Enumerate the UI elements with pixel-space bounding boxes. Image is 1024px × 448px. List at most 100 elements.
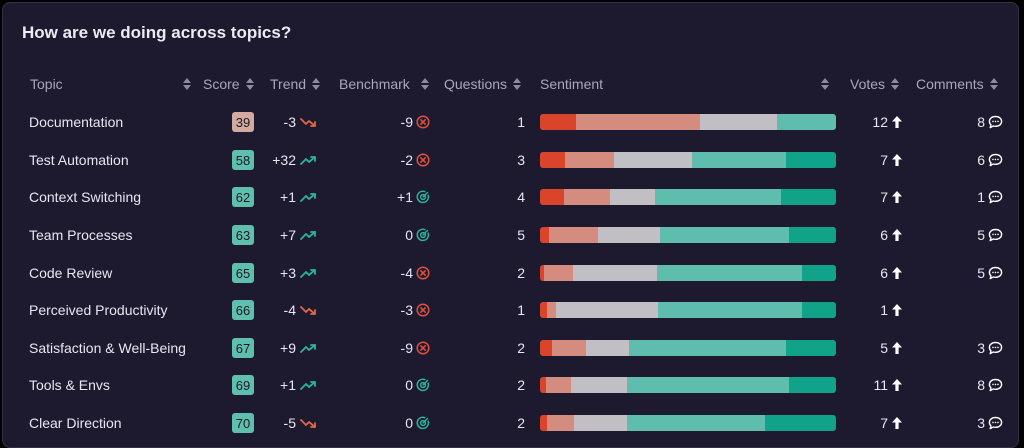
benchmark-cell: -9 <box>383 103 430 141</box>
votes-cell[interactable]: 5 <box>853 329 903 367</box>
votes-count: 1 <box>880 302 888 318</box>
column-header-benchmark[interactable]: Benchmark <box>339 75 430 93</box>
topic-name[interactable]: Code Review <box>29 265 113 281</box>
trend-cell: +32 <box>265 141 317 179</box>
sentiment-bar[interactable] <box>540 377 836 393</box>
benchmark-cell: 0 <box>383 404 430 442</box>
column-header-sentiment[interactable]: Sentiment <box>540 75 830 93</box>
sentiment-segment <box>658 302 802 318</box>
topic-name[interactable]: Test Automation <box>29 152 129 168</box>
votes-cell[interactable]: 7 <box>853 404 903 442</box>
questions-count: 2 <box>517 340 525 356</box>
sentiment-bar[interactable] <box>540 114 836 130</box>
column-header-label: Votes <box>850 76 886 92</box>
table-row[interactable]: Perceived Productivity 66 -4 -3 1 1 <box>3 291 1020 329</box>
topic-name[interactable]: Context Switching <box>29 189 142 205</box>
sentiment-bar[interactable] <box>540 415 836 431</box>
topic-name[interactable]: Team Processes <box>29 227 133 243</box>
table-row[interactable]: Team Processes 63 +7 0 5 6 5 <box>3 216 1020 254</box>
benchmark-value: 0 <box>405 227 413 243</box>
votes-cell[interactable]: 6 <box>853 216 903 254</box>
benchmark-cell: -4 <box>383 254 430 292</box>
votes-cell[interactable]: 1 <box>853 291 903 329</box>
benchmark-value: -4 <box>400 265 413 281</box>
arrow-up-icon <box>888 378 903 392</box>
column-header-score[interactable]: Score <box>203 75 255 93</box>
score-badge: 67 <box>232 338 254 358</box>
trend-down-icon <box>296 418 317 429</box>
sentiment-bar[interactable] <box>540 340 836 356</box>
comments-cell[interactable]: 3 <box>953 329 1003 367</box>
arrow-up-icon <box>888 341 903 355</box>
trend-cell: -3 <box>265 103 317 141</box>
sentiment-segment <box>556 302 659 318</box>
trend-cell: +3 <box>265 254 317 292</box>
trend-cell: +7 <box>265 216 317 254</box>
sentiment-segment <box>627 377 789 393</box>
table-row[interactable]: Satisfaction & Well-Being 67 +9 -9 2 5 3 <box>3 329 1020 367</box>
sentiment-segment <box>540 227 549 243</box>
comments-cell[interactable]: 6 <box>953 141 1003 179</box>
sentiment-bar[interactable] <box>540 227 836 243</box>
sentiment-bar[interactable] <box>540 302 836 318</box>
votes-cell[interactable]: 11 <box>853 366 903 404</box>
table-row[interactable]: Context Switching 62 +1 +1 4 7 1 <box>3 178 1020 216</box>
votes-cell[interactable]: 6 <box>853 254 903 292</box>
questions-count: 5 <box>517 227 525 243</box>
topic-name[interactable]: Tools & Envs <box>29 377 110 393</box>
questions-count: 2 <box>517 377 525 393</box>
comments-cell[interactable]: 3 <box>953 404 1003 442</box>
sentiment-segment <box>585 340 629 356</box>
comment-icon <box>985 378 1003 392</box>
benchmark-cell: -9 <box>383 329 430 367</box>
column-header-votes[interactable]: Votes <box>850 75 900 93</box>
votes-cell[interactable]: 7 <box>853 178 903 216</box>
topic-name[interactable]: Clear Direction <box>29 415 122 431</box>
comments-cell[interactable]: 5 <box>953 216 1003 254</box>
circle-x-icon <box>413 303 430 317</box>
comments-cell[interactable]: 8 <box>953 366 1003 404</box>
sentiment-segment <box>609 189 656 205</box>
votes-cell[interactable]: 12 <box>853 103 903 141</box>
comments-cell[interactable]: 1 <box>953 178 1003 216</box>
trend-cell: -4 <box>265 291 317 329</box>
table-row[interactable]: Code Review 65 +3 -4 2 6 5 <box>3 254 1020 292</box>
sentiment-segment <box>540 302 548 318</box>
arrow-up-icon <box>888 228 903 242</box>
table-row[interactable]: Tools & Envs 69 +1 0 2 11 8 <box>3 366 1020 404</box>
sentiment-segment <box>692 152 786 168</box>
votes-count: 7 <box>880 189 888 205</box>
comments-count: 5 <box>977 227 985 243</box>
comments-count: 3 <box>977 340 985 356</box>
column-header-trend[interactable]: Trend <box>270 75 321 93</box>
benchmark-value: -3 <box>400 302 413 318</box>
sentiment-segment <box>613 152 693 168</box>
sentiment-segment <box>785 152 836 168</box>
benchmark-cell: -3 <box>383 291 430 329</box>
sentiment-segment <box>801 265 836 281</box>
comment-icon <box>985 266 1003 280</box>
sentiment-bar[interactable] <box>540 152 836 168</box>
votes-cell[interactable]: 7 <box>853 141 903 179</box>
column-header-comments[interactable]: Comments <box>916 75 999 93</box>
column-header-questions[interactable]: Questions <box>444 75 522 93</box>
score-badge: 63 <box>232 225 254 245</box>
topic-name[interactable]: Satisfaction & Well-Being <box>29 340 186 356</box>
table-row[interactable]: Test Automation 58 +32 -2 3 7 6 <box>3 141 1020 179</box>
votes-count: 12 <box>872 114 888 130</box>
questions-count: 3 <box>517 152 525 168</box>
column-header-label: Trend <box>270 76 307 92</box>
comments-cell[interactable]: 5 <box>953 254 1003 292</box>
topic-name[interactable]: Documentation <box>29 114 124 130</box>
trend-up-icon <box>296 380 317 391</box>
circle-x-icon <box>413 266 430 280</box>
comments-cell[interactable]: 8 <box>953 103 1003 141</box>
sentiment-segment <box>545 377 572 393</box>
topic-name[interactable]: Perceived Productivity <box>29 302 168 318</box>
table-row[interactable]: Clear Direction 70 -5 0 2 7 3 <box>3 404 1020 442</box>
trend-up-icon <box>296 343 317 354</box>
column-header-topic[interactable]: Topic <box>30 75 192 93</box>
table-row[interactable]: Documentation 39 -3 -9 1 12 8 <box>3 103 1020 141</box>
sentiment-bar[interactable] <box>540 189 836 205</box>
sentiment-bar[interactable] <box>540 265 836 281</box>
